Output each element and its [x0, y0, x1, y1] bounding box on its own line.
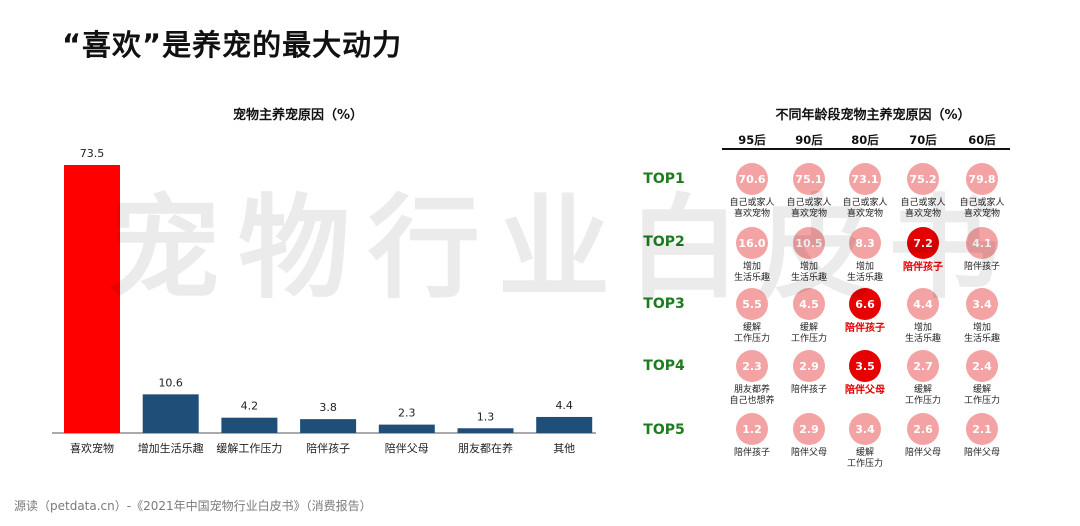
reason-label: 增加 生活乐趣: [790, 262, 827, 283]
bar-value-label: 2.3: [398, 407, 416, 420]
reason-label: 自己或家人 喜欢宠物: [900, 198, 946, 219]
bar-value-label: 4.2: [241, 400, 259, 413]
value-bubble: 3.5: [849, 350, 881, 382]
reason-label: 陪伴父母: [904, 448, 941, 458]
value-bubble: 4.1: [966, 227, 998, 259]
rank-label: TOP2: [643, 234, 685, 250]
value-bubble: 4.4: [907, 288, 939, 320]
reason-label: 增加 生活乐趣: [733, 262, 770, 283]
rank-label: TOP4: [643, 358, 685, 374]
bar: [457, 428, 514, 433]
value-bubble: 75.1: [793, 163, 825, 195]
page-title: “喜欢”是养宠的最大动力: [62, 28, 403, 62]
value-bubble: 79.8: [966, 163, 998, 195]
reason-label: 自己或家人 喜欢宠物: [786, 198, 832, 219]
bar-value-label: 10.6: [158, 376, 183, 389]
bar: [378, 424, 435, 433]
age-column-header: 80后: [851, 133, 879, 147]
category-label: 陪伴孩子: [306, 441, 350, 455]
reason-label: 缓解 工作压力: [846, 448, 883, 469]
bar-value-label: 73.5: [80, 147, 105, 160]
reason-label: 增加 生活乐趣: [963, 323, 1000, 344]
value-bubble: 6.6: [849, 288, 881, 320]
age-column-header: 60后: [968, 133, 996, 147]
category-label: 缓解工作压力: [216, 441, 282, 455]
bar-chart-title: 宠物主养宠原因（%）: [233, 107, 363, 123]
source-note: 源读（petdata.cn）-《2021年中国宠物行业白皮书》（消费报告）: [14, 499, 372, 513]
bar-value-label: 4.4: [555, 399, 573, 412]
value-bubble: 2.4: [966, 350, 998, 382]
value-bubble: 2.6: [907, 413, 939, 445]
reason-label: 陪伴父母: [963, 448, 1000, 458]
rank-label: TOP5: [643, 422, 685, 438]
reason-label: 陪伴孩子: [790, 385, 827, 395]
bar-chart: 宠物主养宠原因（%） 73.5 喜欢宠物 10.6 增加生活乐趣 4.2 缓解工作压力 3.8…: [52, 107, 596, 455]
bar-value-label: 1.3: [477, 410, 495, 423]
category-label: 增加生活乐趣: [138, 441, 204, 455]
reason-label: 自己或家人 喜欢宠物: [729, 198, 775, 219]
bar: [64, 165, 120, 433]
reason-label: 增加 生活乐趣: [904, 323, 941, 344]
value-bubble: 2.1: [966, 413, 998, 445]
category-label: 其他: [553, 442, 575, 455]
age-column-header: 95后: [738, 133, 766, 147]
reason-label: 陪伴父母: [845, 385, 885, 396]
value-bubble: 3.4: [966, 288, 998, 320]
rank-label: TOP3: [643, 296, 685, 312]
category-label: 喜欢宠物: [70, 441, 114, 455]
value-bubble: 2.7: [907, 350, 939, 382]
reason-label: 陪伴孩子: [733, 448, 770, 458]
value-bubble: 10.5: [793, 227, 825, 259]
value-bubble: 2.9: [793, 413, 825, 445]
bar-value-label: 3.8: [319, 401, 337, 414]
value-bubble: 75.2: [907, 163, 939, 195]
reason-label: 陪伴孩子: [963, 262, 1000, 272]
reason-label: 朋友都养 自己也想养: [729, 385, 775, 406]
age-column-header: 70后: [909, 133, 937, 147]
reason-label: 陪伴孩子: [845, 323, 885, 334]
reason-label: 自己或家人 喜欢宠物: [959, 198, 1005, 219]
age-chart-title: 不同年龄段宠物主养宠原因（%）: [775, 108, 971, 123]
value-bubble: 3.4: [849, 413, 881, 445]
reason-label: 缓解 工作压力: [963, 385, 1000, 406]
category-label: 陪伴父母: [385, 441, 429, 455]
reason-label: 陪伴孩子: [903, 262, 943, 273]
reason-label: 自己或家人 喜欢宠物: [842, 198, 888, 219]
value-bubble: 8.3: [849, 227, 881, 259]
value-bubble: 16.0: [736, 227, 768, 259]
value-bubble: 70.6: [736, 163, 768, 195]
reason-label: 缓解 工作压力: [790, 323, 827, 344]
reason-label: 陪伴父母: [790, 448, 827, 458]
value-bubble: 5.5: [736, 288, 768, 320]
value-bubble: 1.2: [736, 413, 768, 445]
age-header-row: 95后 90后 80后 70后 60后: [722, 132, 1010, 150]
value-bubble: 7.2: [907, 227, 939, 259]
age-column-header: 90后: [795, 133, 823, 147]
bar: [142, 394, 199, 433]
bar: [300, 419, 357, 433]
value-bubble: 2.3: [736, 350, 768, 382]
bar: [536, 416, 593, 433]
reason-label: 缓解 工作压力: [904, 385, 941, 406]
reason-label: 增加 生活乐趣: [846, 262, 883, 283]
value-bubble: 4.5: [793, 288, 825, 320]
value-bubble: 73.1: [849, 163, 881, 195]
value-bubble: 2.9: [793, 350, 825, 382]
rank-label: TOP1: [643, 171, 685, 187]
bar: [221, 417, 278, 433]
category-label: 朋友都在养: [458, 441, 513, 455]
reason-label: 缓解 工作压力: [733, 323, 770, 344]
